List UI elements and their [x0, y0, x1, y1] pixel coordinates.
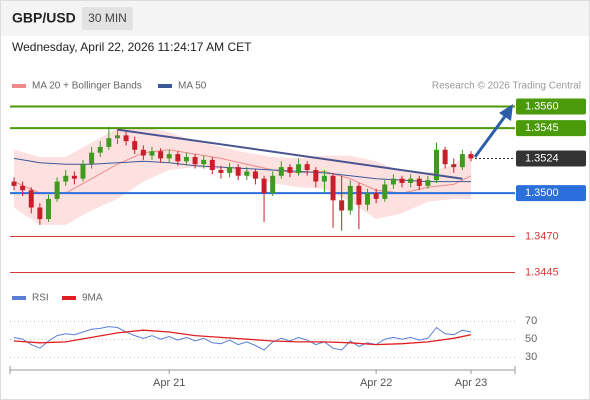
- candle-body: [80, 164, 86, 179]
- candle-body: [399, 178, 405, 183]
- symbol: GBP/USD: [12, 10, 76, 26]
- candle-body: [382, 184, 388, 199]
- candle-body: [252, 171, 258, 179]
- trendline: [117, 128, 463, 180]
- candle-body: [434, 149, 440, 181]
- candle-body: [390, 178, 396, 185]
- level-label: 1.3470: [525, 230, 559, 242]
- candle-body: [287, 167, 293, 173]
- candle-body: [416, 178, 422, 186]
- level-label-box: [516, 98, 586, 115]
- candle-body: [451, 164, 457, 168]
- candle-body: [106, 138, 112, 147]
- candle-body: [89, 152, 95, 165]
- candle-body: [28, 190, 34, 208]
- level-label: 1.3445: [525, 266, 559, 278]
- timestamp: Wednesday, April 22, 2026 11:24:17 AM CE…: [12, 40, 252, 54]
- level-label-box: [516, 185, 586, 202]
- candle-body: [97, 146, 103, 153]
- candle-body: [321, 175, 327, 182]
- candle-body: [11, 181, 17, 186]
- legend-label: 9MA: [82, 293, 103, 304]
- level-label-box: [516, 120, 586, 137]
- candle-body: [330, 175, 336, 201]
- candle-body: [123, 135, 129, 142]
- level-label: 1.3545: [525, 122, 559, 134]
- y-tick-label: 70: [525, 315, 537, 327]
- candle-body: [356, 185, 362, 205]
- candle-body: [20, 185, 26, 191]
- candle-body: [37, 207, 43, 220]
- candle-body: [270, 175, 276, 194]
- candle-body: [218, 170, 224, 173]
- candle-body: [183, 157, 189, 162]
- candle-body: [71, 175, 77, 179]
- candle-body: [63, 175, 69, 182]
- candle-body: [54, 181, 60, 199]
- rsi-line: [13, 326, 472, 351]
- candle-body: [209, 159, 215, 170]
- forecast-arrowhead: [499, 104, 513, 121]
- candle-body: [339, 200, 345, 211]
- timeframe-button[interactable]: [82, 7, 133, 30]
- candle-body: [45, 198, 51, 220]
- candle-body: [365, 193, 371, 205]
- x-tick-label: Apr 22: [360, 377, 392, 389]
- candle-body: [313, 170, 319, 182]
- timeframe[interactable]: 30 MIN: [88, 11, 127, 25]
- candle-body: [114, 135, 120, 139]
- candle-body: [149, 151, 155, 156]
- candle-body: [166, 154, 172, 159]
- level-label-box: [516, 150, 586, 167]
- candle-body: [425, 180, 431, 186]
- candle-body: [442, 149, 448, 165]
- x-tick-label: Apr 23: [455, 377, 487, 389]
- candle-body: [278, 167, 284, 176]
- level-label: 1.3560: [525, 100, 559, 112]
- candle-body: [304, 164, 310, 170]
- candle-body: [347, 185, 353, 211]
- candle-body: [140, 149, 146, 156]
- x-tick-label: Apr 21: [153, 377, 185, 389]
- candle-body: [373, 193, 379, 199]
- source: Research © 2026 Trading Central: [432, 81, 581, 92]
- legend-label: RSI: [32, 293, 49, 304]
- candle-body: [468, 154, 474, 159]
- candle-body: [235, 167, 241, 176]
- candle-body: [408, 178, 414, 183]
- candle-body: [227, 167, 233, 173]
- candle-body: [261, 178, 267, 194]
- legend-label: MA 50: [178, 81, 207, 92]
- candle-body: [201, 159, 207, 165]
- candle-body: [244, 171, 250, 176]
- y-tick-label: 30: [525, 351, 537, 363]
- candle-body: [158, 151, 164, 159]
- level-label: 1.3500: [525, 187, 559, 199]
- candle-body: [192, 157, 198, 165]
- candle-body: [459, 154, 465, 168]
- candle-body: [296, 164, 302, 173]
- rsi-ma-line: [13, 329, 472, 346]
- candle-body: [175, 154, 181, 162]
- legend-label: MA 20 + Bollinger Bands: [32, 81, 142, 92]
- candle-body: [132, 141, 138, 150]
- level-label: 1.3524: [525, 152, 559, 164]
- y-tick-label: 50: [525, 333, 537, 345]
- forecast-arrow: [473, 114, 508, 158]
